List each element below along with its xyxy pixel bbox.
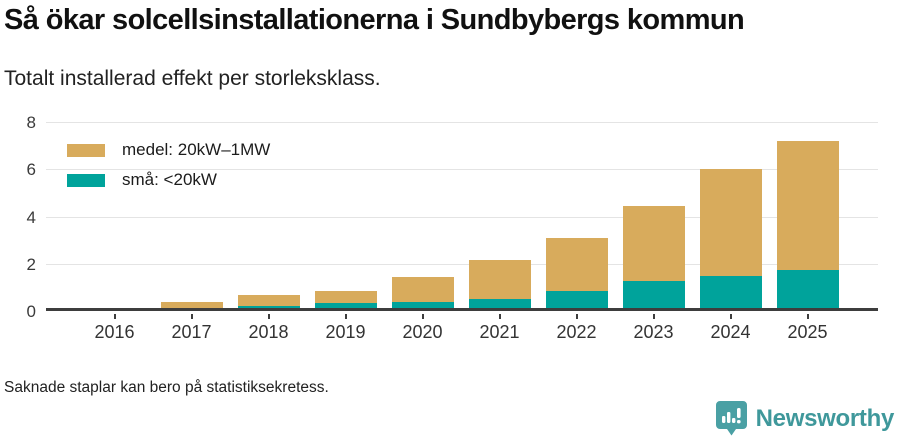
x-axis-label-2025: 2025 (787, 322, 828, 342)
y-axis: 0 2 4 6 8 (0, 114, 36, 320)
x-axis-label-2020: 2020 (402, 322, 443, 342)
bar-2025-medel (776, 141, 839, 271)
chart-footnote: Saknade staplar kan bero på statistiksek… (4, 379, 329, 396)
newsworthy-wordmark: Newsworthy (755, 404, 895, 432)
gridline-8 (46, 122, 878, 123)
newsworthy-logo[interactable]: Newsworthy (715, 401, 895, 436)
plot-area (46, 122, 878, 311)
legend-label-medel: medel: 20kW–1MW (122, 140, 271, 159)
x-tick-2018 (267, 314, 270, 319)
x-axis-label-2019: 2019 (325, 322, 366, 342)
bar-2017-medel (160, 302, 223, 308)
x-tick-2021 (498, 314, 501, 319)
bar-2020-sma (391, 302, 454, 308)
x-tick-2024 (729, 314, 732, 319)
x-axis-label-2024: 2024 (710, 322, 751, 342)
bar-2024-sma (699, 276, 762, 308)
x-tick-2022 (575, 314, 578, 319)
bar-2018-sma (237, 305, 300, 308)
page-title: Så ökar solcellsinstallationerna i Sundb… (4, 4, 745, 36)
bar-2021-medel (468, 259, 531, 299)
x-tick-2016 (113, 314, 116, 319)
chart-subtitle: Totalt installerad effekt per storlekskl… (4, 67, 381, 90)
y-axis-label-0: 0 (26, 302, 36, 321)
x-tick-2025 (806, 314, 809, 319)
legend-swatch-sma (67, 173, 105, 187)
bar-2018-medel (237, 295, 300, 306)
bar-2024-medel (699, 168, 762, 277)
bar-2022-medel (545, 238, 608, 292)
gridline-4 (46, 216, 878, 218)
bar-2022-sma (545, 291, 608, 308)
y-axis-label-8: 8 (26, 113, 36, 132)
x-tick-2019 (344, 314, 347, 319)
bar-2023-sma (622, 280, 685, 308)
legend-item-sma: små: <20kW (67, 169, 270, 190)
y-axis-label-2: 2 (26, 254, 36, 274)
bar-2021-sma (468, 298, 531, 308)
gridline-6 (46, 169, 878, 171)
x-axis-label-2022: 2022 (556, 322, 597, 342)
bar-2023-medel (622, 206, 685, 281)
x-axis-label-2021: 2021 (479, 322, 520, 342)
x-axis-label-2018: 2018 (248, 322, 289, 342)
bar-2019-medel (314, 291, 377, 304)
gridline-2 (46, 263, 878, 265)
legend-item-medel: medel: 20kW–1MW (67, 140, 271, 160)
x-tick-2023 (652, 314, 655, 319)
legend-swatch-medel (67, 143, 105, 157)
bar-2019-sma (314, 303, 377, 308)
legend-label-sma: små: <20kW (122, 169, 217, 189)
chart-legend: medel: 20kW–1MW små: <20kW (67, 140, 271, 190)
bar-2025-sma (776, 270, 839, 308)
x-axis-label-2023: 2023 (633, 322, 674, 342)
bar-2020-medel (391, 277, 454, 303)
x-axis-label-2017: 2017 (171, 322, 212, 342)
x-tick-2017 (190, 314, 193, 319)
x-axis-label-2016: 2016 (94, 322, 135, 342)
newsworthy-bubble-chart-icon (715, 401, 747, 436)
y-axis-label-6: 6 (26, 160, 36, 180)
y-axis-label-4: 4 (26, 207, 36, 227)
x-tick-2020 (421, 314, 424, 319)
